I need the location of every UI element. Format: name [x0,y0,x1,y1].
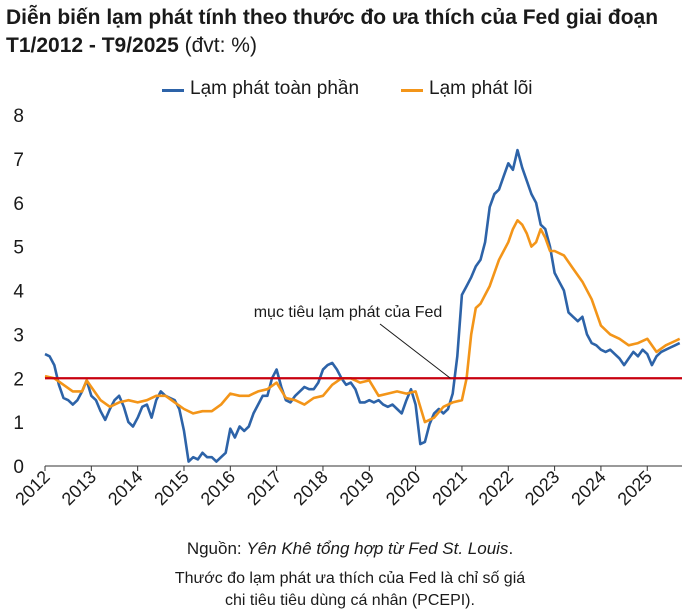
x-tick-label-2016: 2016 [197,467,239,509]
note-line-2: chi tiêu tiêu dùng cá nhân (PCEPI). [225,592,475,609]
annotation-label: mục tiêu lạm phát của Fed [254,304,443,321]
source-text: Yên Khê tổng hợp từ Fed St. Louis [246,539,509,558]
legend-swatch-headline [162,89,184,92]
series-line-core [44,219,681,424]
source-suffix: . [508,539,514,558]
x-tick-label-2022: 2022 [475,467,517,509]
x-tick-label-2023: 2023 [521,467,563,509]
x-tick-label-2017: 2017 [243,467,285,509]
annotation-pointer [379,323,451,379]
chart-title-text: Diễn biến lạm phát tính theo thước đo ưa… [6,6,659,57]
y-tick-label-1: 1 [13,413,24,434]
chart-title: Diễn biến lạm phát tính theo thước đo ưa… [6,4,696,60]
x-tick-label-2021: 2021 [428,467,470,509]
y-tick-label-7: 7 [13,150,24,171]
note-line-1: Thước đo lạm phát ưa thích của Fed là ch… [174,570,526,587]
x-tick-label-2020: 2020 [382,467,424,509]
y-tick-label-3: 3 [13,325,24,346]
chart-legend: Lạm phát toàn phần Lạm phát lõi [0,78,700,102]
x-tick-label-2019: 2019 [336,467,378,509]
x-axis-ticks: 2012 2013 2014 2015 2016 2017 2018 2019 2020 2021… [11,466,656,509]
y-tick-label-5: 5 [13,238,24,259]
y-tick-label-8: 8 [13,106,24,127]
y-tick-label-6: 6 [13,194,24,215]
source-prefix: Nguồn: [186,539,247,558]
x-tick-label-2014: 2014 [104,467,146,509]
legend-swatch-core [401,89,423,92]
source-line: Nguồn: Yên Khê tổng hợp từ Fed St. Louis… [0,538,700,560]
y-axis-ticks: 0 1 2 3 4 5 6 7 8 [13,106,24,478]
series-line-headline [44,148,681,463]
y-tick-label-2: 2 [13,369,24,390]
x-tick-label-2013: 2013 [58,467,100,509]
x-tick-label-2015: 2015 [150,467,192,509]
x-tick-label-2024: 2024 [567,467,609,509]
x-tick-label-2025: 2025 [614,467,656,509]
chart-title-unit: (đvt: %) [184,34,257,57]
x-tick-label-2018: 2018 [289,467,331,509]
legend-label-core: Lạm phát lõi [429,78,533,99]
legend-label-headline: Lạm phát toàn phần [190,78,360,99]
y-tick-label-0: 0 [13,457,24,478]
y-tick-label-4: 4 [13,282,24,303]
line-chart: 0 1 2 3 4 5 6 7 8 2012 2013 2014 2015 2016 2017 2018 20… [11,106,682,509]
